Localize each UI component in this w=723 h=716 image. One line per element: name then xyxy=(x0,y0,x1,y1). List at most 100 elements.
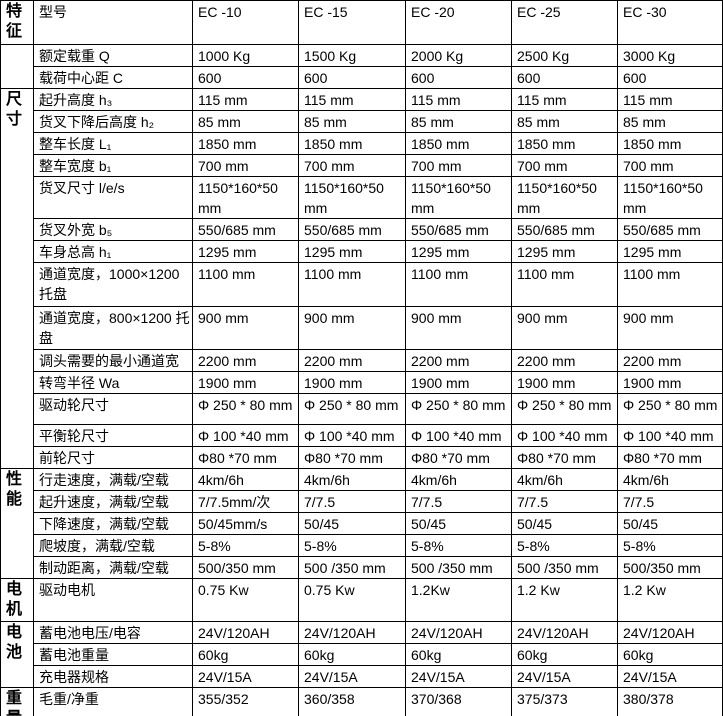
section-category: 重量 xyxy=(0,687,34,716)
spec-value: 500/350 mm xyxy=(617,556,723,579)
spec-value: 1295 mm xyxy=(405,240,512,263)
param-label: 下降速度，满载/空载 xyxy=(33,512,193,535)
param-label: 转弯半径 Wa xyxy=(33,371,193,394)
spec-value: 60kg xyxy=(192,643,299,666)
section-category: 性能 xyxy=(0,468,34,579)
spec-value: 550/685 mm xyxy=(192,218,299,241)
table-row: 转弯半径 Wa 1900 mm 1900 mm 1900 mm 1900 mm 1900 … xyxy=(1,371,723,394)
spec-value: 5-8% xyxy=(617,534,723,557)
spec-value: 85 mm xyxy=(192,110,299,133)
spec-value: 85 mm xyxy=(617,110,723,133)
spec-value: 2200 mm xyxy=(405,349,512,372)
spec-value: 3000 Kg xyxy=(617,44,723,67)
section-category: 电机 xyxy=(0,578,34,622)
spec-value: 50/45 xyxy=(511,512,618,535)
spec-value: 600 xyxy=(298,66,406,89)
param-label: 蓄电池重量 xyxy=(33,643,193,666)
table-row: 整车长度 L₁ 1850 mm 1850 mm 1850 mm 1850 mm 1850 … xyxy=(1,132,723,155)
spec-value: 7/7.5 xyxy=(298,490,406,513)
spec-value: 500 /350 mm xyxy=(298,556,406,579)
spec-value: 115 mm xyxy=(298,88,406,111)
spec-value: 2000 Kg xyxy=(405,44,512,67)
table-row: 通道宽度，800×1200 托盘 900 mm 900 mm 900 mm 900 mm… xyxy=(1,306,723,350)
table-row: 充电器规格 24V/15A 24V/15A 24V/15A 24V/15A 24V/15A xyxy=(1,665,723,688)
table-row: 载荷中心距 C 600 600 600 600 600 xyxy=(1,66,723,89)
spec-value: 7/7.5mm/次 xyxy=(192,490,299,513)
spec-value: 115 mm xyxy=(617,88,723,111)
spec-value: 1100 mm xyxy=(617,262,723,307)
spec-value: 1900 mm xyxy=(405,371,512,394)
param-label: 型号 xyxy=(33,0,193,45)
table-row: 货叉尺寸 l/e/s 1150*160*50 mm 1150*160*50 mm 11… xyxy=(1,176,723,219)
table-row: 尺寸 起升高度 h₃ 115 mm 115 mm 115 mm 115 mm 115 mm xyxy=(0,88,723,469)
param-label: 调头需要的最小通道宽 xyxy=(33,349,193,372)
spec-value: 500 /350 mm xyxy=(511,556,618,579)
spec-value: Φ80 *70 mm xyxy=(192,446,299,469)
param-label: 通道宽度，1000×1200 托盘 xyxy=(33,262,193,307)
spec-value: 24V/15A xyxy=(298,665,406,688)
spec-value: EC -10 xyxy=(192,0,299,45)
spec-value: 700 mm xyxy=(405,154,512,177)
spec-value: 1100 mm xyxy=(298,262,406,307)
spec-value: 115 mm xyxy=(511,88,618,111)
param-label: 整车长度 L₁ xyxy=(33,132,193,155)
spec-value: 1900 mm xyxy=(298,371,406,394)
spec-value: 550/685 mm xyxy=(298,218,406,241)
spec-value: 50/45 xyxy=(298,512,406,535)
spec-value: Φ80 *70 mm xyxy=(617,446,723,469)
table-row: 重量毛重/净重355/352360/358370/368375/373380/3… xyxy=(0,687,723,716)
spec-value: 4km/6h xyxy=(405,468,512,491)
param-label: 平衡轮尺寸 xyxy=(33,424,193,447)
spec-value: 700 mm xyxy=(192,154,299,177)
spec-value: Φ80 *70 mm xyxy=(298,446,406,469)
spec-value: 900 mm xyxy=(511,306,618,350)
table-row: 调头需要的最小通道宽 2200 mm 2200 mm 2200 mm 2200 mm 22… xyxy=(1,349,723,372)
spec-value: 550/685 mm xyxy=(511,218,618,241)
table-row: 平衡轮尺寸 Φ 100 *40 mm Φ 100 *40 mm Φ 100 *40 m… xyxy=(1,424,723,447)
spec-value: 360/358 xyxy=(298,687,406,716)
spec-value: 600 xyxy=(511,66,618,89)
spec-value: 900 mm xyxy=(617,306,723,350)
spec-value: Φ80 *70 mm xyxy=(511,446,618,469)
param-label: 驱动轮尺寸 xyxy=(33,393,193,425)
spec-value: Φ 100 *40 mm xyxy=(511,424,618,447)
spec-value: 550/685 mm xyxy=(405,218,512,241)
spec-value: 900 mm xyxy=(192,306,299,350)
spec-value: Φ 250 * 80 mm xyxy=(192,393,299,425)
spec-value: 2200 mm xyxy=(192,349,299,372)
spec-value: Φ 250 * 80 mm xyxy=(405,393,512,425)
spec-value: 24V/120AH xyxy=(617,621,723,644)
spec-value: 380/378 xyxy=(617,687,723,716)
spec-value: 4km/6h xyxy=(617,468,723,491)
param-label: 起升高度 h₃ xyxy=(33,88,193,111)
spec-value: 5-8% xyxy=(298,534,406,557)
spec-value: 5-8% xyxy=(511,534,618,557)
spec-value: 4km/6h xyxy=(192,468,299,491)
spec-value: 1900 mm xyxy=(617,371,723,394)
spec-value: 600 xyxy=(192,66,299,89)
spec-value: 0.75 Kw xyxy=(192,578,299,622)
spec-value: 1500 Kg xyxy=(298,44,406,67)
spec-value: 7/7.5 xyxy=(511,490,618,513)
spec-value: 85 mm xyxy=(298,110,406,133)
table-row: 货叉下降后高度 h₂ 85 mm 85 mm 85 mm 85 mm 85 mm xyxy=(1,110,723,133)
spec-value: 1100 mm xyxy=(405,262,512,307)
spec-value: 1850 mm xyxy=(617,132,723,155)
param-label: 前轮尺寸 xyxy=(33,446,193,469)
spec-value: 700 mm xyxy=(298,154,406,177)
spec-value: 4km/6h xyxy=(511,468,618,491)
spec-value: 60kg xyxy=(298,643,406,666)
spec-value: 500 /350 mm xyxy=(405,556,512,579)
spec-value: 1100 mm xyxy=(511,262,618,307)
table-row: 特征 型号 EC -10 EC -15 EC -20 EC -25 EC -30 xyxy=(0,0,723,45)
param-label: 货叉外宽 b₅ xyxy=(33,218,193,241)
spec-value: 7/7.5 xyxy=(617,490,723,513)
spec-value: 1.2Kw xyxy=(405,578,512,622)
spec-value: 500/350 mm xyxy=(192,556,299,579)
spec-value: 85 mm xyxy=(511,110,618,133)
spec-value: Φ 100 *40 mm xyxy=(617,424,723,447)
spec-value: 60kg xyxy=(617,643,723,666)
table-row: 起升速度，满载/空载 7/7.5mm/次 7/7.5 7/7.5 7/7.5 7/7.5 xyxy=(1,490,723,513)
param-label: 蓄电池电压/电容 xyxy=(33,621,193,644)
